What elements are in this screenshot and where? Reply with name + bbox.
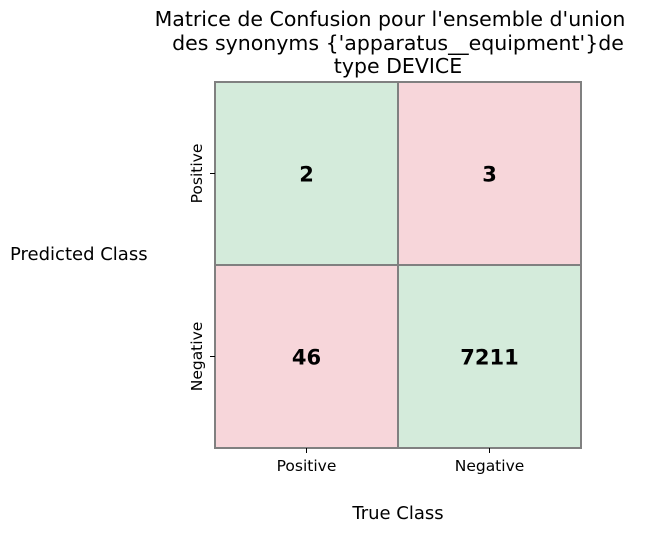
chart-title-line-3: type DEVICE: [334, 54, 462, 78]
chart-title-line-1: Matrice de Confusion pour l'ensemble d'u…: [155, 7, 626, 31]
heatmap-cell-r0-c0: [214, 81, 399, 266]
cell-value-r0-c1: 3: [482, 163, 497, 187]
y-tick-label-0: Positive: [188, 144, 206, 204]
y-axis-label: Predicted Class: [10, 244, 148, 265]
heatmap-cells: 2 3 46 7211: [214, 81, 582, 449]
cell-value-r1-c1: 7211: [460, 346, 518, 370]
chart-title-line-2: des synonyms {'apparatus__equipment'}de: [172, 31, 624, 56]
x-tick-label-1: Negative: [455, 457, 525, 475]
y-tick-label-1: Negative: [188, 322, 206, 392]
x-axis-label: True Class: [351, 503, 443, 524]
heatmap-cell-r1-c0: [214, 264, 399, 449]
heatmap-cell-r1-c1: [397, 264, 582, 449]
x-tick-label-0: Positive: [277, 457, 337, 475]
cell-value-r1-c0: 46: [292, 346, 321, 370]
axis-ticks: Positive Negative Positive Negative: [188, 144, 524, 475]
heatmap-cell-r0-c1: [397, 81, 582, 266]
cell-value-r0-c0: 2: [299, 163, 314, 187]
